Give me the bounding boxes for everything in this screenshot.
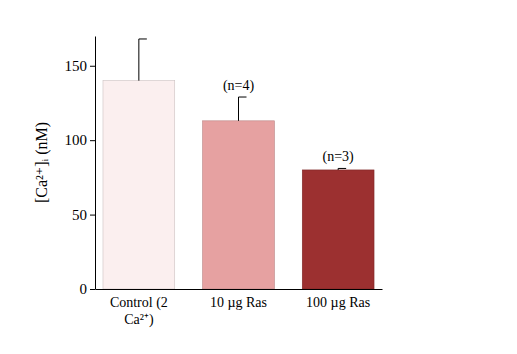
error-cap: [239, 97, 247, 98]
x-axis: Control (2Ca²⁺) 10 µg Ras 100 µg Ras: [96, 289, 383, 328]
y-tick-label: 50: [72, 207, 87, 223]
y-tick: 50: [72, 207, 95, 223]
annotation: (n=3): [323, 149, 355, 165]
x-tick: 10 µg Ras: [210, 289, 267, 310]
error-cap: [338, 168, 346, 169]
y-tick-mark: [90, 215, 95, 216]
x-tick-label: 10 µg Ras: [210, 295, 267, 310]
x-tick: 100 µg Ras: [306, 289, 370, 310]
bar: [302, 170, 374, 289]
y-tick-label: 150: [65, 58, 88, 74]
marks: [103, 39, 374, 289]
error-whisker: [138, 39, 139, 81]
error-bar: [338, 168, 346, 169]
error-bar: [139, 39, 147, 81]
y-tick-mark: [90, 289, 95, 290]
y-tick-mark: [90, 140, 95, 141]
x-tick-label: Control (2Ca²⁺): [110, 295, 168, 328]
x-axis-line: [96, 289, 383, 290]
error-whisker: [238, 97, 239, 121]
y-axis: 0 50 100 150: [65, 37, 96, 298]
y-tick: 150: [65, 58, 96, 74]
y-tick: 100: [65, 132, 96, 148]
y-tick: 0: [80, 281, 96, 297]
y-axis-title: [Ca²⁺]ᵢ (nM): [33, 122, 51, 203]
y-tick-label: 100: [65, 132, 88, 148]
x-tick: Control (2Ca²⁺): [110, 289, 168, 328]
y-axis-line: [95, 37, 96, 290]
y-tick-mark: [90, 66, 95, 67]
plot: 0 50 100 150 Control (2Ca²⁺) 10 µg Ras 100 µg …: [65, 37, 383, 329]
bar: [103, 81, 175, 289]
error-cap: [139, 38, 147, 39]
bar: [203, 121, 275, 289]
annotation: (n=4): [223, 78, 255, 94]
chart: 0 50 100 150 Control (2Ca²⁺) 10 µg Ras 100 µg …: [0, 0, 517, 354]
y-tick-label: 0: [80, 281, 88, 297]
x-tick-label: 100 µg Ras: [306, 295, 370, 310]
error-bar: [239, 97, 247, 121]
